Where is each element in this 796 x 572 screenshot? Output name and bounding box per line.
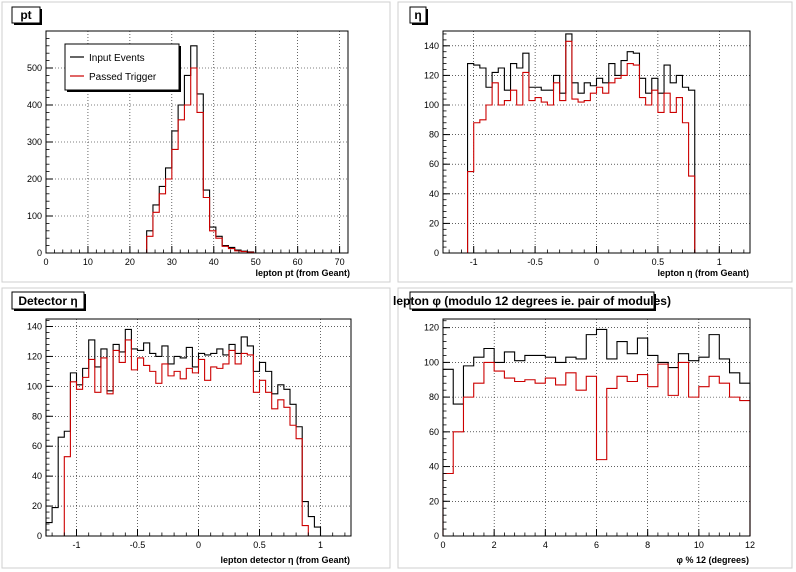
x-tick-label: 8 <box>645 540 650 550</box>
title-box <box>11 6 41 24</box>
chart-pad-2: -1 -0.5 0 0.5 1 0 20 40 60 80 100 120 140 lepton η (f… <box>397 1 793 283</box>
legend-label: Input Events <box>89 53 145 64</box>
x-tick-label: -0.5 <box>527 257 543 267</box>
x-tick-label: 1 <box>717 257 722 267</box>
y-tick-label: 140 <box>27 321 42 331</box>
series-input-events <box>443 33 750 254</box>
y-tick-label: 40 <box>429 189 439 199</box>
y-tick-label: 80 <box>32 411 42 421</box>
x-tick-label: 0 <box>440 540 445 550</box>
pad-title: pt <box>20 8 31 22</box>
y-tick-label: 80 <box>429 392 439 402</box>
x-tick-label: 30 <box>167 257 177 267</box>
x-tick-label: 70 <box>335 257 345 267</box>
x-tick-label: 0 <box>196 540 201 550</box>
legend-label: Passed Trigger <box>89 72 157 83</box>
y-tick-label: 20 <box>32 501 42 511</box>
y-tick-label: 40 <box>429 462 439 472</box>
y-tick-label: 140 <box>424 41 439 51</box>
x-tick-label: 0 <box>43 257 48 267</box>
y-tick-label: 120 <box>424 323 439 333</box>
y-tick-label: 100 <box>424 357 439 367</box>
x-tick-label: -0.5 <box>130 540 146 550</box>
grid <box>46 319 351 537</box>
x-tick-label: 0.5 <box>253 540 266 550</box>
y-tick-label: 60 <box>429 427 439 437</box>
y-tick-label: 20 <box>429 218 439 228</box>
y-tick-label: 100 <box>27 211 42 221</box>
x-tick-label: 2 <box>492 540 497 550</box>
x-tick-label: -1 <box>470 257 478 267</box>
y-tick-label: 0 <box>37 248 42 258</box>
legend: Input Events Passed Trigger <box>64 43 181 92</box>
y-tick-label: 0 <box>434 248 439 258</box>
pad-frame <box>1 287 391 569</box>
chart-pad-1: 0 10 20 30 40 50 60 70 0 100 200 300 400 500 lepton pt… <box>1 1 391 283</box>
series-passed-trigger <box>46 339 351 537</box>
y-tick-label: 500 <box>27 63 42 73</box>
x-tick-label: 1 <box>318 540 323 550</box>
x-tick-label: 10 <box>83 257 93 267</box>
x-axis-title: φ % 12 (degrees) <box>677 555 749 565</box>
y-tick-label: 300 <box>27 137 42 147</box>
y-tick-label: 80 <box>429 130 439 140</box>
pad-frame <box>397 287 793 569</box>
x-tick-label: 4 <box>543 540 548 550</box>
y-tick-label: 0 <box>37 531 42 541</box>
y-tick-label: 0 <box>434 531 439 541</box>
y-tick-label: 120 <box>27 351 42 361</box>
x-axis-title: lepton detector η (from Geant) <box>220 555 350 565</box>
pad-title: Detector η <box>18 294 77 308</box>
y-tick-label: 20 <box>429 496 439 506</box>
y-tick-label: 60 <box>32 441 42 451</box>
x-tick-label: -1 <box>72 540 80 550</box>
y-tick-label: 400 <box>27 100 42 110</box>
x-tick-label: 6 <box>594 540 599 550</box>
title-box <box>409 6 427 24</box>
series-passed-trigger <box>443 40 750 254</box>
x-tick-label: 40 <box>209 257 219 267</box>
y-tick-label: 200 <box>27 174 42 184</box>
x-tick-label: 0.5 <box>652 257 665 267</box>
x-tick-label: 20 <box>125 257 135 267</box>
pad-frame <box>397 1 793 283</box>
title-box <box>11 291 85 310</box>
x-tick-label: 50 <box>251 257 261 267</box>
x-tick-label: 10 <box>694 540 704 550</box>
x-axis-title: lepton pt (from Geant) <box>256 268 351 278</box>
series-passed-trigger <box>442 361 751 536</box>
x-tick-label: 12 <box>745 540 755 550</box>
y-tick-label: 100 <box>27 381 42 391</box>
legend-box <box>64 43 180 91</box>
y-tick-label: 100 <box>424 100 439 110</box>
chart-pad-3: -1 -0.5 0 0.5 1 0 20 40 60 80 100 120 140 lepton dete… <box>1 287 391 569</box>
y-tick-label: 120 <box>424 70 439 80</box>
x-axis-title: lepton η (from Geant) <box>658 268 750 278</box>
pad-title: η <box>414 8 421 22</box>
y-tick-label: 40 <box>32 471 42 481</box>
pad-title: lepton φ (modulo 12 degrees ie. pair of … <box>393 294 671 308</box>
y-tick-label: 60 <box>429 159 439 169</box>
series-input-events <box>45 328 351 537</box>
x-tick-label: 60 <box>293 257 303 267</box>
title-box <box>409 291 655 310</box>
series-input-events <box>442 328 751 536</box>
x-tick-label: 0 <box>594 257 599 267</box>
